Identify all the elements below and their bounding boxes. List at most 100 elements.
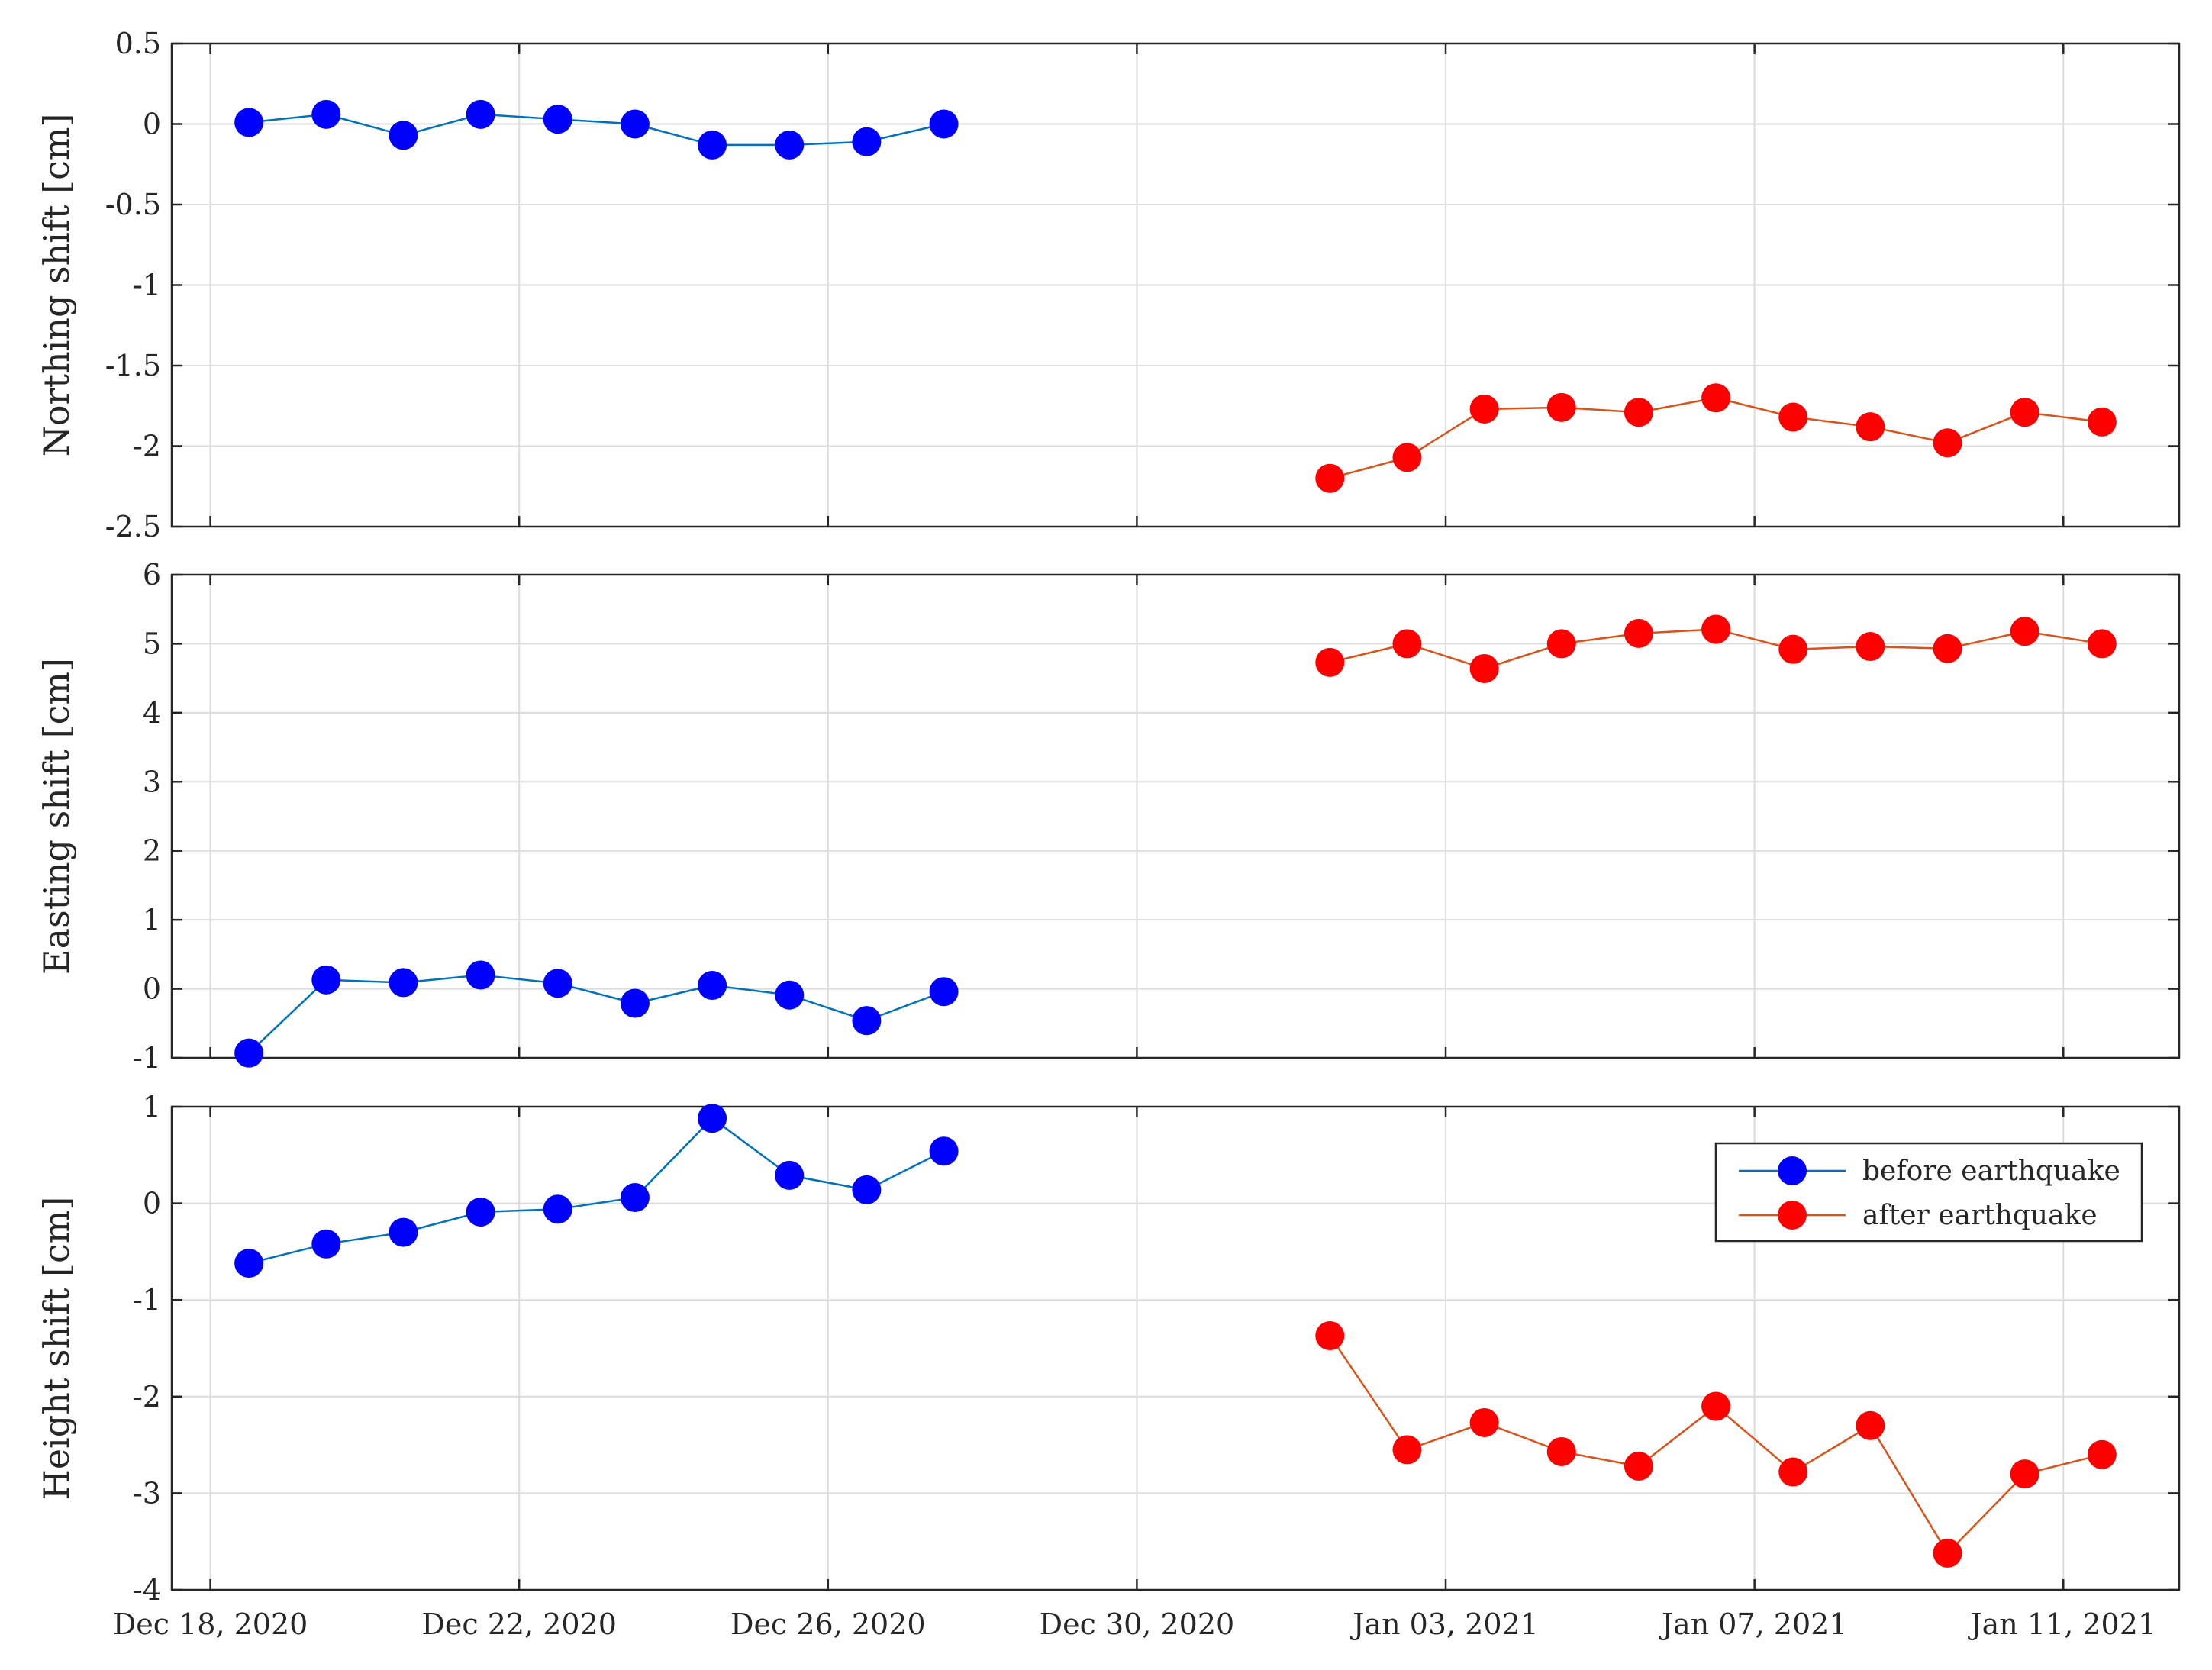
data-point <box>1469 394 1499 424</box>
y-tick-label: -1 <box>133 269 161 302</box>
data-point <box>1546 1436 1576 1466</box>
y-tick-label: -1.5 <box>105 349 161 382</box>
x-tick-label: Dec 26, 2020 <box>730 1607 926 1641</box>
y-tick-label: 1 <box>143 1090 161 1124</box>
data-point <box>234 108 264 137</box>
data-point <box>1778 1457 1808 1487</box>
data-point <box>234 1249 264 1278</box>
y-tick-label: -3 <box>133 1476 161 1510</box>
data-point <box>234 1038 264 1068</box>
data-point <box>698 130 727 160</box>
data-point <box>1933 1538 1962 1568</box>
y-tick-label: -2 <box>133 1380 161 1414</box>
legend-marker <box>1778 1156 1807 1185</box>
legend-entry: after earthquake <box>1739 1200 2098 1231</box>
y-tick-label: -0.5 <box>105 188 161 221</box>
data-point <box>1856 632 1885 662</box>
data-point <box>620 988 650 1018</box>
data-point <box>543 969 572 998</box>
data-point <box>2010 1459 2039 1489</box>
series-before-earthquake <box>234 960 959 1068</box>
data-point <box>929 109 959 139</box>
axes-frame <box>170 573 2181 1059</box>
data-point <box>466 99 495 129</box>
series-before-earthquake <box>234 1104 959 1278</box>
data-point <box>1546 629 1576 659</box>
data-point <box>1315 647 1345 677</box>
data-point <box>389 1217 418 1247</box>
data-point <box>775 130 805 160</box>
data-point <box>1701 383 1731 413</box>
data-point <box>1778 634 1808 664</box>
data-point <box>620 109 650 139</box>
y-axis-label: Northing shift [cm] <box>36 114 77 457</box>
data-point <box>852 1006 882 1036</box>
data-point <box>1701 614 1731 644</box>
y-tick-label: -2.5 <box>105 510 161 543</box>
data-point <box>775 1160 805 1190</box>
data-point <box>2087 407 2117 437</box>
y-axis-label: Height shift [cm] <box>36 1197 77 1501</box>
y-tick-label: -4 <box>133 1573 161 1607</box>
panel-1: -2.5 -2 -1.5 -1 -0.5 0 0.5 Northing shift [cm] <box>36 27 2181 543</box>
data-point <box>698 971 727 1001</box>
data-point <box>929 1136 959 1166</box>
data-point <box>1469 1407 1499 1437</box>
data-point <box>1933 634 1962 663</box>
data-point <box>466 960 495 990</box>
legend: before earthquake after earthquake <box>1714 1142 2143 1243</box>
data-point <box>1624 1451 1653 1481</box>
y-tick-label: 4 <box>143 696 161 730</box>
data-point <box>311 99 341 129</box>
x-tick-label: Jan 11, 2021 <box>1967 1607 2156 1641</box>
data-point <box>466 1197 495 1227</box>
data-point <box>389 121 418 150</box>
data-point <box>389 968 418 998</box>
y-axis-label: Easting shift [cm] <box>36 658 77 975</box>
legend-marker <box>1778 1201 1807 1230</box>
y-tick-label: 5 <box>143 627 161 660</box>
data-point <box>2010 398 2039 427</box>
data-point <box>2087 629 2117 659</box>
y-tick-label: -1 <box>133 1283 161 1317</box>
series-line <box>248 1117 945 1265</box>
data-point <box>1392 629 1422 659</box>
x-axis-tick-labels: Dec 18, 2020 Dec 22, 2020 Dec 26, 2020 Dec … <box>113 1607 2156 1641</box>
data-point <box>775 980 805 1010</box>
data-point <box>543 105 572 134</box>
data-point <box>620 1183 650 1213</box>
data-point <box>1701 1391 1731 1421</box>
data-point <box>1856 1410 1885 1440</box>
x-tick-label: Dec 22, 2020 <box>421 1607 617 1641</box>
y-tick-label: 0 <box>143 108 161 141</box>
y-tick-label: -1 <box>133 1041 161 1075</box>
x-tick-label: Jan 07, 2021 <box>1659 1607 1848 1641</box>
data-point <box>1546 392 1576 422</box>
data-point <box>2010 617 2039 646</box>
data-point <box>1315 463 1345 493</box>
y-tick-label: 1 <box>143 903 161 937</box>
data-point <box>311 965 341 995</box>
data-point <box>311 1229 341 1259</box>
y-tick-label: 0.5 <box>115 27 161 60</box>
series-after-earthquake <box>1315 383 2117 493</box>
data-point <box>543 1194 572 1224</box>
legend-entry: before earthquake <box>1739 1156 2120 1187</box>
y-tick-label: 0 <box>143 972 161 1006</box>
x-tick-label: Dec 30, 2020 <box>1040 1607 1235 1641</box>
x-tick-label: Jan 03, 2021 <box>1349 1607 1539 1641</box>
data-point <box>929 977 959 1007</box>
series-after-earthquake <box>1315 1321 2117 1568</box>
y-tick-label: 6 <box>143 558 161 592</box>
y-tick-label: -2 <box>133 430 161 463</box>
data-point <box>1933 428 1962 458</box>
data-point <box>2087 1439 2117 1469</box>
data-point <box>1392 443 1422 472</box>
data-point <box>1315 1321 1345 1351</box>
series-line <box>248 974 944 1054</box>
data-point <box>852 1175 882 1204</box>
series-after-earthquake <box>1315 614 2117 683</box>
legend-label: after earthquake <box>1862 1200 2098 1231</box>
